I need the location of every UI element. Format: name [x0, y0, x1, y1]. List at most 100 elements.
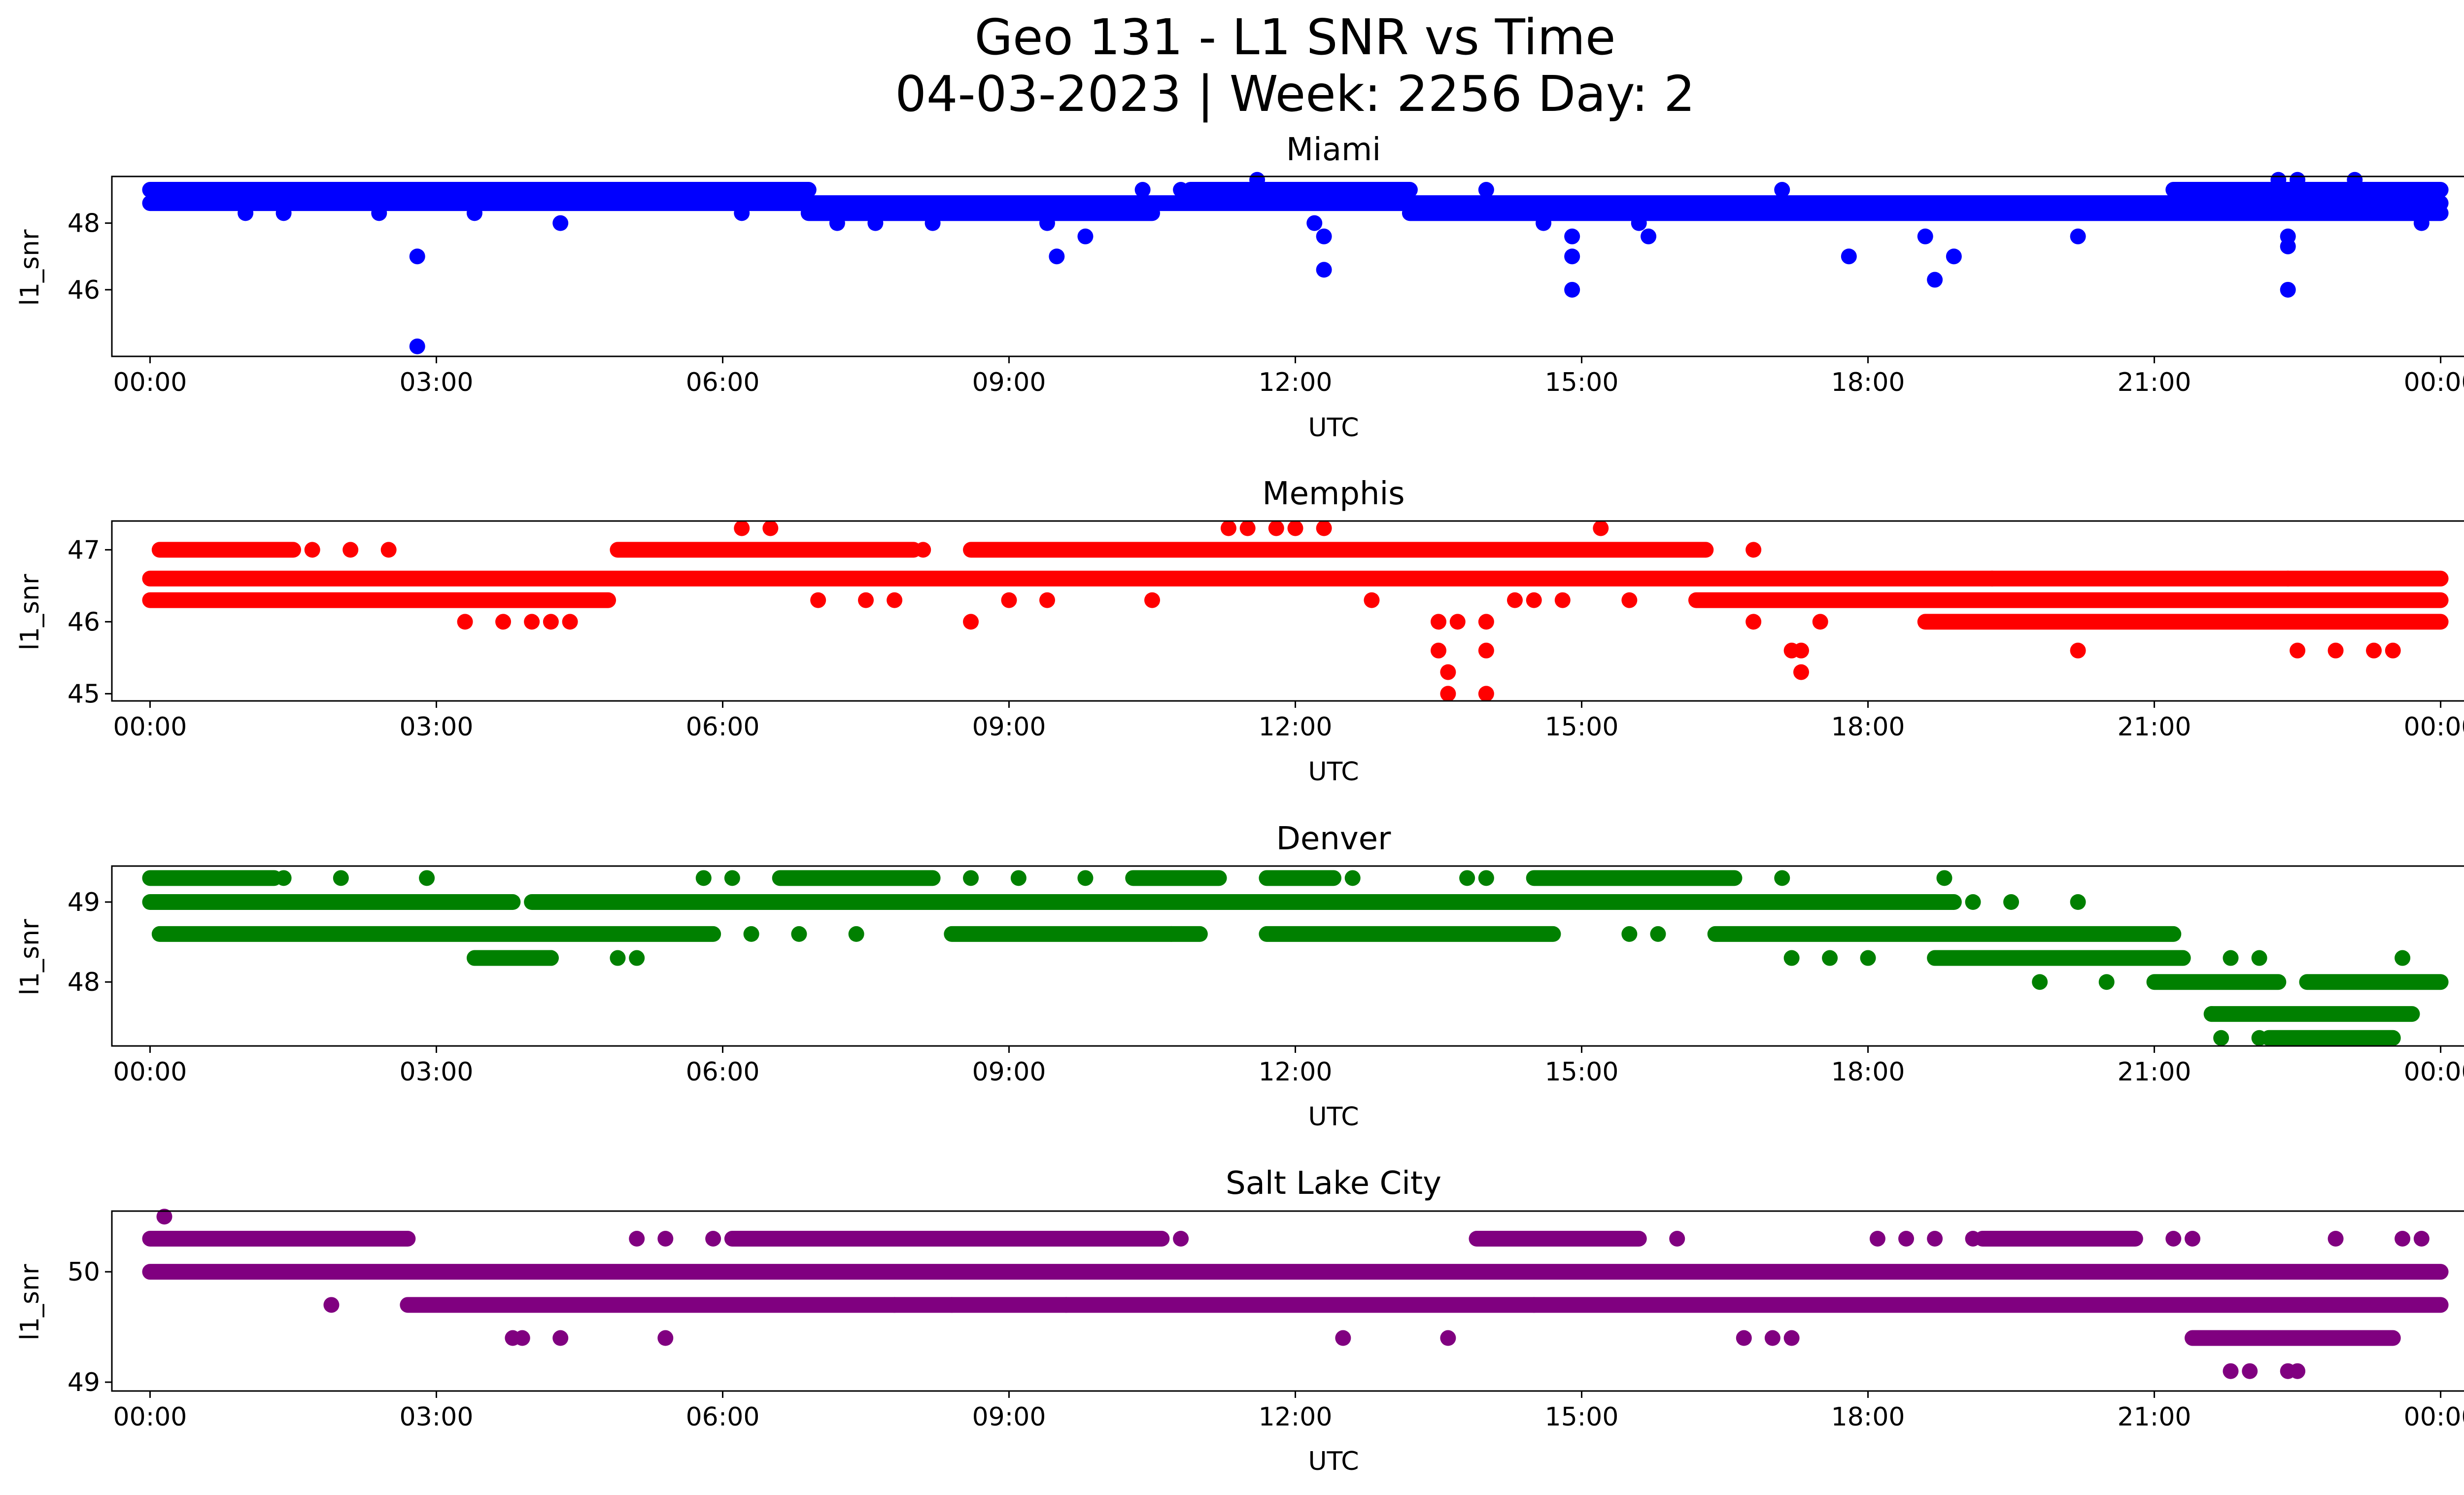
x-tick-label: 18:00 [1831, 1057, 1905, 1087]
data-point [1268, 520, 1284, 536]
x-tick-label: 06:00 [686, 368, 760, 397]
y-axis-label-memphis: l1_snr [15, 574, 45, 651]
panel-memphis: Memphis UTC l1_snr [15, 476, 1405, 787]
data-point [543, 950, 559, 966]
data-point [1220, 520, 1236, 536]
data-point [743, 926, 759, 942]
x-tick-label: 06:00 [686, 712, 760, 742]
data-point [1440, 686, 1456, 702]
data-point [1860, 950, 1876, 966]
data-point [2290, 1363, 2306, 1379]
data-point [2395, 1230, 2411, 1247]
data-point [2375, 1330, 2392, 1346]
data-point [457, 614, 473, 630]
data-point [2290, 642, 2306, 659]
data-point [495, 614, 512, 630]
data-point [1316, 262, 1332, 278]
data-point [380, 542, 397, 558]
data-point [1564, 228, 1580, 244]
data-point [1745, 614, 1762, 630]
data-point [1163, 926, 1179, 942]
data-point [887, 592, 903, 608]
data-point [2242, 1363, 2258, 1379]
data-point [2413, 215, 2430, 231]
data-point [1793, 664, 1809, 680]
data-point [151, 182, 168, 198]
y-tick-label: 46 [68, 276, 100, 305]
y-tick-label: 47 [68, 535, 100, 565]
data-point [2165, 1230, 2182, 1247]
data-point [734, 520, 750, 536]
x-tick-label: 00:00 [113, 1402, 187, 1432]
data-point [734, 205, 750, 221]
data-point [275, 870, 292, 886]
data-point [1058, 1297, 1074, 1313]
x-tick-label: 00:00 [2404, 1402, 2464, 1432]
data-point [1316, 228, 1332, 244]
data-point [724, 870, 740, 886]
data-point [915, 542, 931, 558]
data-point [1946, 248, 1962, 265]
data-point [2185, 1230, 2201, 1247]
data-point [2280, 570, 2296, 587]
y-tick-label: 45 [68, 679, 100, 709]
data-point [1898, 1230, 1915, 1247]
axes-frame [111, 175, 2464, 357]
x-tick-label: 21:00 [2118, 1057, 2191, 1087]
data-point [323, 1297, 340, 1313]
data-point [963, 870, 979, 886]
data-point [562, 614, 578, 630]
data-point [1173, 182, 1189, 198]
panel-miami: Miami UTC l1_snr [15, 132, 1381, 443]
data-point [2327, 642, 2344, 659]
x-tick-label: 18:00 [1831, 712, 1905, 742]
data-point [1783, 950, 1800, 966]
data-point [1010, 870, 1027, 886]
data-point [657, 1330, 674, 1346]
data-point [1440, 1330, 1456, 1346]
data-point [762, 520, 779, 536]
data-point [2290, 172, 2306, 188]
data-point [2347, 172, 2363, 188]
data-point [371, 205, 387, 221]
x-tick-label: 00:00 [2404, 712, 2464, 742]
data-point [705, 1230, 721, 1247]
data-point [409, 338, 425, 354]
data-point [2327, 1230, 2344, 1247]
data-point [1783, 1330, 1800, 1346]
data-point [2280, 238, 2296, 254]
data-point [2070, 642, 2086, 659]
data-point [1927, 272, 1943, 288]
data-point [1621, 592, 1638, 608]
data-point [1431, 614, 1447, 630]
data-point [657, 1230, 674, 1247]
data-point [610, 950, 626, 966]
data-point [2251, 950, 2267, 966]
data-point [810, 592, 826, 608]
panel-title-miami: Miami [1286, 132, 1381, 168]
data-point [543, 614, 559, 630]
data-point [2223, 950, 2239, 966]
data-point [2003, 894, 2019, 910]
data-point [2070, 228, 2086, 244]
data-point [333, 870, 349, 886]
data-point [524, 614, 540, 630]
data-point [610, 182, 626, 198]
data-point [1564, 281, 1580, 298]
x-tick-label: 15:00 [1545, 712, 1619, 742]
plot-salt-lake-city: 00:00 03:00 06:00 09:00 12:00 15:00 18:00 21:00… [68, 1209, 2464, 1432]
data-point [304, 542, 320, 558]
y-axis-label-salt-lake-city: l1_snr [15, 1264, 45, 1341]
panel-salt-lake-city: Salt Lake City UTC l1_snr [15, 1165, 1441, 1476]
data-point [1478, 870, 1494, 886]
data-point [1631, 215, 1647, 231]
data-point [1001, 592, 1017, 608]
data-point [1344, 870, 1361, 886]
y-tick-label: 49 [68, 1368, 100, 1397]
data-point [944, 1297, 960, 1313]
data-point [2395, 950, 2411, 966]
data-point [1984, 570, 2000, 587]
data-point [629, 1230, 645, 1247]
x-tick-label: 09:00 [972, 1057, 1046, 1087]
axes-frame [111, 1210, 2464, 1392]
